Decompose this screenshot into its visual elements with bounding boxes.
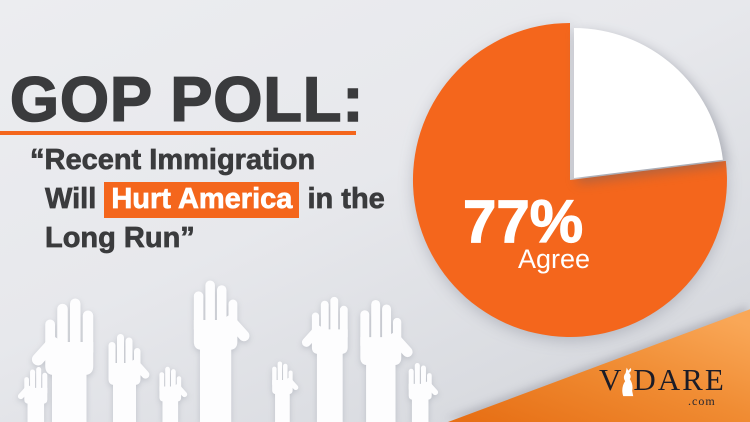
deer-icon [622, 367, 634, 397]
quote-line-1: “Recent Immigration [30, 144, 316, 177]
brand-letter-v: V [599, 362, 624, 397]
pie-value-label: 77% [462, 188, 584, 255]
pie-agree-slice [412, 22, 727, 337]
title-underline [0, 131, 356, 135]
vdare-wordmark: V DARE [599, 364, 726, 397]
quote-line-2-post: in the [299, 183, 385, 216]
brand-letters-dare: DARE [633, 362, 726, 397]
poll-quote: “Recent Immigration Will Hurt America in… [30, 141, 385, 258]
pie-remainder-slice [574, 28, 723, 178]
quote-highlight: Hurt America [104, 182, 300, 218]
vdare-logo-background: V DARE .com [448, 309, 750, 422]
quote-line-2: Will Hurt America in the [30, 180, 385, 219]
page-title: GOP POLL: [9, 65, 365, 135]
pie-agree-label: Agree [517, 244, 590, 274]
vdare-logo: V DARE .com [448, 307, 750, 422]
quote-line-3: Long Run” [45, 222, 195, 255]
brand-tld: .com [688, 394, 716, 408]
quote-line-2-pre: Will [45, 183, 105, 216]
